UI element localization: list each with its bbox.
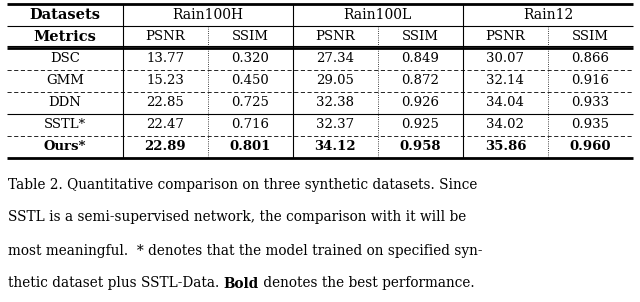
Text: 0.925: 0.925 [401,118,439,131]
Text: 32.37: 32.37 [316,118,355,131]
Text: DSC: DSC [50,53,80,66]
Text: 13.77: 13.77 [146,53,184,66]
Text: SSIM: SSIM [402,31,439,43]
Text: denotes the best performance.: denotes the best performance. [259,277,474,291]
Text: DDN: DDN [49,97,81,110]
Text: PSNR: PSNR [145,31,185,43]
Text: 30.07: 30.07 [486,53,524,66]
Text: 0.801: 0.801 [230,140,271,153]
Text: 34.12: 34.12 [314,140,356,153]
Text: 0.933: 0.933 [572,97,609,110]
Text: 0.872: 0.872 [401,75,439,88]
Text: SSTL*: SSTL* [44,118,86,131]
Text: 0.935: 0.935 [572,118,609,131]
Text: 32.14: 32.14 [486,75,524,88]
Text: 0.725: 0.725 [231,97,269,110]
Text: 0.958: 0.958 [399,140,441,153]
Text: 0.960: 0.960 [570,140,611,153]
Text: SSIM: SSIM [572,31,609,43]
Text: 27.34: 27.34 [316,53,355,66]
Text: 29.05: 29.05 [316,75,354,88]
Text: most meaningful.  * denotes that the model trained on specified syn-: most meaningful. * denotes that the mode… [8,243,483,258]
Text: 0.716: 0.716 [231,118,269,131]
Text: thetic dataset plus SSTL-Data.: thetic dataset plus SSTL-Data. [8,277,223,291]
Text: Bold: Bold [223,277,259,291]
Text: Rain12: Rain12 [523,8,573,22]
Text: 0.866: 0.866 [572,53,609,66]
Text: 0.926: 0.926 [401,97,439,110]
Text: 15.23: 15.23 [147,75,184,88]
Text: 32.38: 32.38 [316,97,355,110]
Text: PSNR: PSNR [316,31,355,43]
Text: 0.849: 0.849 [401,53,439,66]
Text: 34.02: 34.02 [486,118,524,131]
Text: 22.85: 22.85 [147,97,184,110]
Text: GMM: GMM [46,75,84,88]
Text: Rain100H: Rain100H [172,8,243,22]
Text: Metrics: Metrics [33,30,96,44]
Text: SSIM: SSIM [232,31,269,43]
Text: 34.04: 34.04 [486,97,524,110]
Text: Datasets: Datasets [29,8,100,22]
Text: Rain100L: Rain100L [344,8,412,22]
Text: 0.450: 0.450 [232,75,269,88]
Text: 22.89: 22.89 [145,140,186,153]
Text: 0.320: 0.320 [231,53,269,66]
Text: 35.86: 35.86 [484,140,526,153]
Text: Ours*: Ours* [44,140,86,153]
Text: Table 2. Quantitative comparison on three synthetic datasets. Since: Table 2. Quantitative comparison on thre… [8,178,477,191]
Text: 22.47: 22.47 [147,118,184,131]
Text: SSTL is a semi-supervised network, the comparison with it will be: SSTL is a semi-supervised network, the c… [8,210,467,224]
Text: 0.916: 0.916 [572,75,609,88]
Text: PSNR: PSNR [486,31,525,43]
